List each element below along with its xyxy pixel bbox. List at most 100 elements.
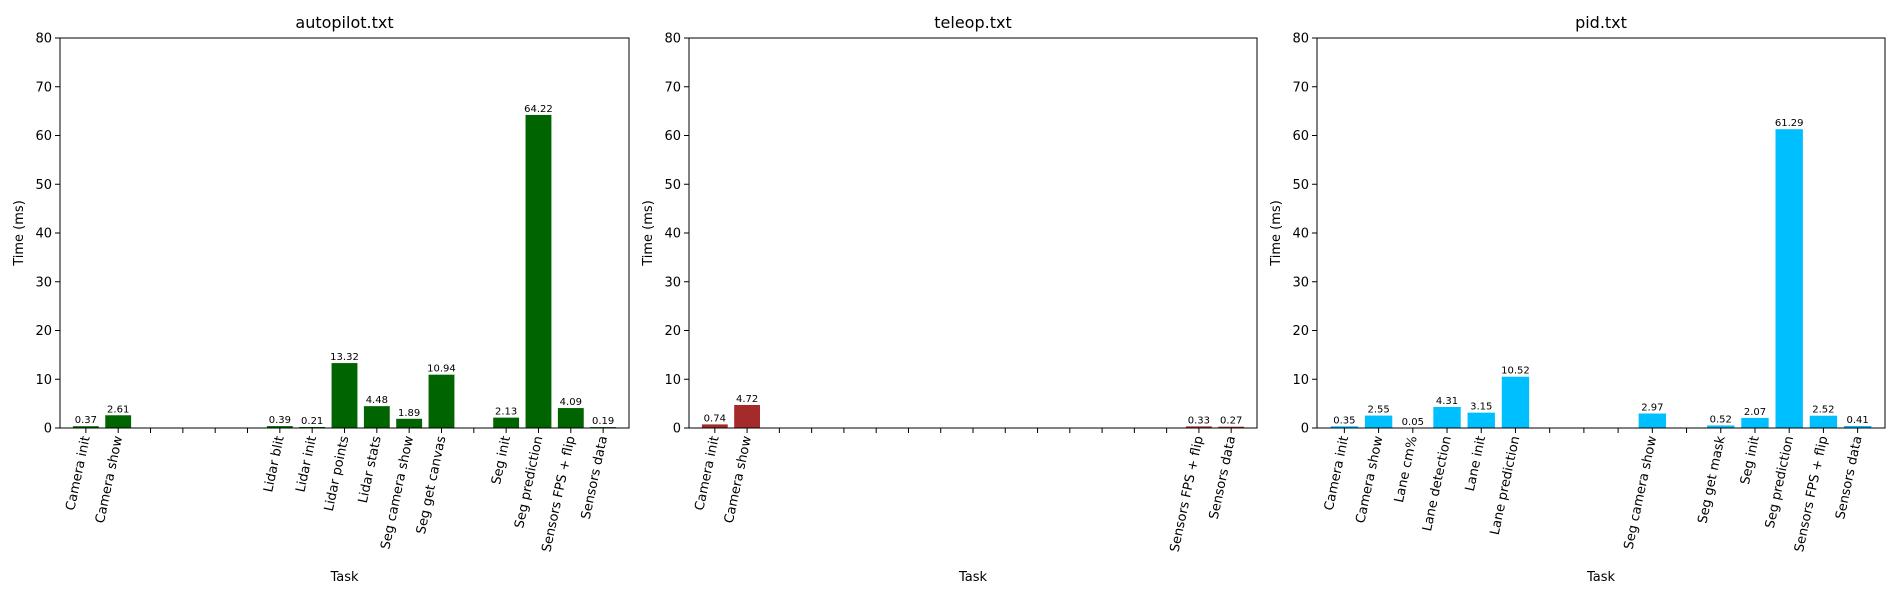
data-label: 0.41 — [1846, 415, 1868, 426]
y-tick-label: 10 — [35, 373, 52, 388]
x-tick-label: Lidar blit — [261, 435, 288, 494]
bar — [428, 374, 455, 428]
data-label: 2.13 — [495, 407, 517, 418]
x-tick-label: Sensors data — [1833, 435, 1865, 521]
data-label: 10.52 — [1501, 366, 1530, 377]
y-tick-label: 70 — [35, 80, 52, 95]
bar — [1433, 406, 1461, 428]
bar — [493, 417, 520, 428]
y-tick-label: 20 — [1292, 324, 1309, 339]
bar — [1330, 426, 1359, 428]
data-label: 0.37 — [75, 415, 97, 426]
bar — [1364, 415, 1393, 428]
bar — [557, 408, 584, 428]
y-tick-label: 50 — [1292, 178, 1309, 193]
data-label: 0.33 — [1188, 415, 1210, 426]
y-tick-label: 40 — [664, 227, 681, 242]
x-tick-label: Sensors FPS + flip — [539, 435, 578, 554]
plot-frame — [688, 37, 1258, 429]
bar — [363, 406, 390, 428]
x-tick-label: Camera init — [63, 435, 93, 512]
data-label: 0.39 — [269, 415, 291, 426]
data-label: 13.32 — [330, 352, 359, 363]
y-tick-label: 40 — [35, 227, 52, 242]
data-label: 4.48 — [366, 395, 388, 406]
data-label: 2.07 — [1744, 407, 1766, 418]
y-tick-label: 80 — [35, 32, 52, 47]
data-label: 2.52 — [1812, 405, 1834, 416]
x-tick-label: Camera init — [692, 435, 722, 512]
data-label: 0.05 — [1402, 417, 1424, 428]
data-label: 2.55 — [1367, 405, 1389, 416]
y-tick-label: 50 — [664, 178, 681, 193]
y-tick-label: 20 — [35, 324, 52, 339]
y-tick-label: 0 — [44, 422, 52, 437]
data-label: 3.15 — [1470, 402, 1492, 413]
x-tick-label: Lidar stats — [356, 434, 385, 504]
bar — [1775, 129, 1803, 428]
chart-panel-2: teleop.txt 0 10 20 30 40 50 60 70 80 0.74 Camera in… — [641, 13, 1258, 585]
x-tick-label: Sensors data — [1207, 435, 1239, 521]
y-axis-label: Time (ms) — [12, 200, 27, 267]
data-label: 2.97 — [1641, 403, 1663, 414]
y-tick-label: 80 — [664, 32, 681, 47]
y-tick-label: 0 — [1301, 422, 1309, 437]
x-tick-label: Lidar points — [322, 434, 353, 512]
y-tick-label: 30 — [35, 275, 52, 290]
x-tick-label: Seg init — [1738, 435, 1763, 486]
bar — [1809, 415, 1838, 428]
bar — [1707, 425, 1735, 428]
y-tick-label: 10 — [664, 373, 681, 388]
chart-panel-1: autopilot.txt 0 10 20 30 40 50 60 70 80 0.37 Camera… — [12, 13, 630, 585]
y-tick-label: 70 — [1292, 80, 1309, 95]
bar — [525, 114, 552, 429]
y-tick-label: 70 — [664, 80, 681, 95]
y-tick-label: 20 — [664, 324, 681, 339]
x-tick-label: Sensors FPS + flip — [1168, 435, 1207, 554]
chart-title: pid.txt — [1575, 13, 1627, 32]
y-tick-label: 50 — [35, 178, 52, 193]
x-tick-label: Seg get mask — [1695, 434, 1728, 525]
bar — [734, 404, 760, 428]
x-tick-label: Lane prediction — [1488, 435, 1524, 537]
x-tick-label: Seg prediction — [1763, 435, 1797, 530]
x-tick-label: Lane cm% — [1392, 435, 1421, 504]
x-tick-label: Seg prediction — [512, 435, 546, 530]
x-tick-label: Seg camera show — [1622, 434, 1661, 550]
bar — [1186, 426, 1212, 428]
x-tick-label: Lane detection — [1420, 435, 1455, 533]
data-label: 0.19 — [592, 416, 614, 427]
x-axis-label: Task — [958, 570, 988, 585]
bar — [1467, 412, 1495, 428]
data-label: 0.35 — [1333, 415, 1355, 426]
data-label: 0.21 — [301, 416, 323, 427]
bar — [701, 424, 728, 428]
chart-title: teleop.txt — [934, 13, 1011, 32]
data-label: 61.29 — [1775, 118, 1804, 129]
y-tick-label: 30 — [1292, 275, 1309, 290]
x-tick-label: Camera show — [722, 434, 755, 524]
bar — [396, 418, 423, 428]
plot-frame — [59, 37, 630, 429]
x-tick-label: Lane init — [1463, 435, 1489, 493]
bar — [72, 426, 99, 428]
data-label: 64.22 — [524, 104, 553, 115]
data-label: 0.52 — [1710, 414, 1732, 425]
x-tick-label: Camera init — [1322, 435, 1352, 512]
y-axis-label: Time (ms) — [641, 200, 656, 267]
y-tick-label: 60 — [664, 129, 681, 144]
chart-panel-3: pid.txt 0 10 20 30 40 50 60 70 80 0.35 Camera init 2… — [1269, 13, 1886, 585]
data-label: 0.27 — [1220, 416, 1242, 427]
bar — [105, 415, 132, 428]
bar — [1843, 426, 1872, 428]
bar — [1501, 376, 1530, 428]
data-label: 2.61 — [107, 404, 129, 415]
y-tick-label: 0 — [673, 422, 681, 437]
chart-title: autopilot.txt — [295, 13, 393, 32]
data-label: 4.31 — [1436, 396, 1458, 407]
x-tick-label: Camera show — [93, 434, 126, 524]
data-label: 0.74 — [704, 413, 726, 424]
y-tick-label: 60 — [35, 129, 52, 144]
x-axis-label: Task — [329, 570, 359, 585]
